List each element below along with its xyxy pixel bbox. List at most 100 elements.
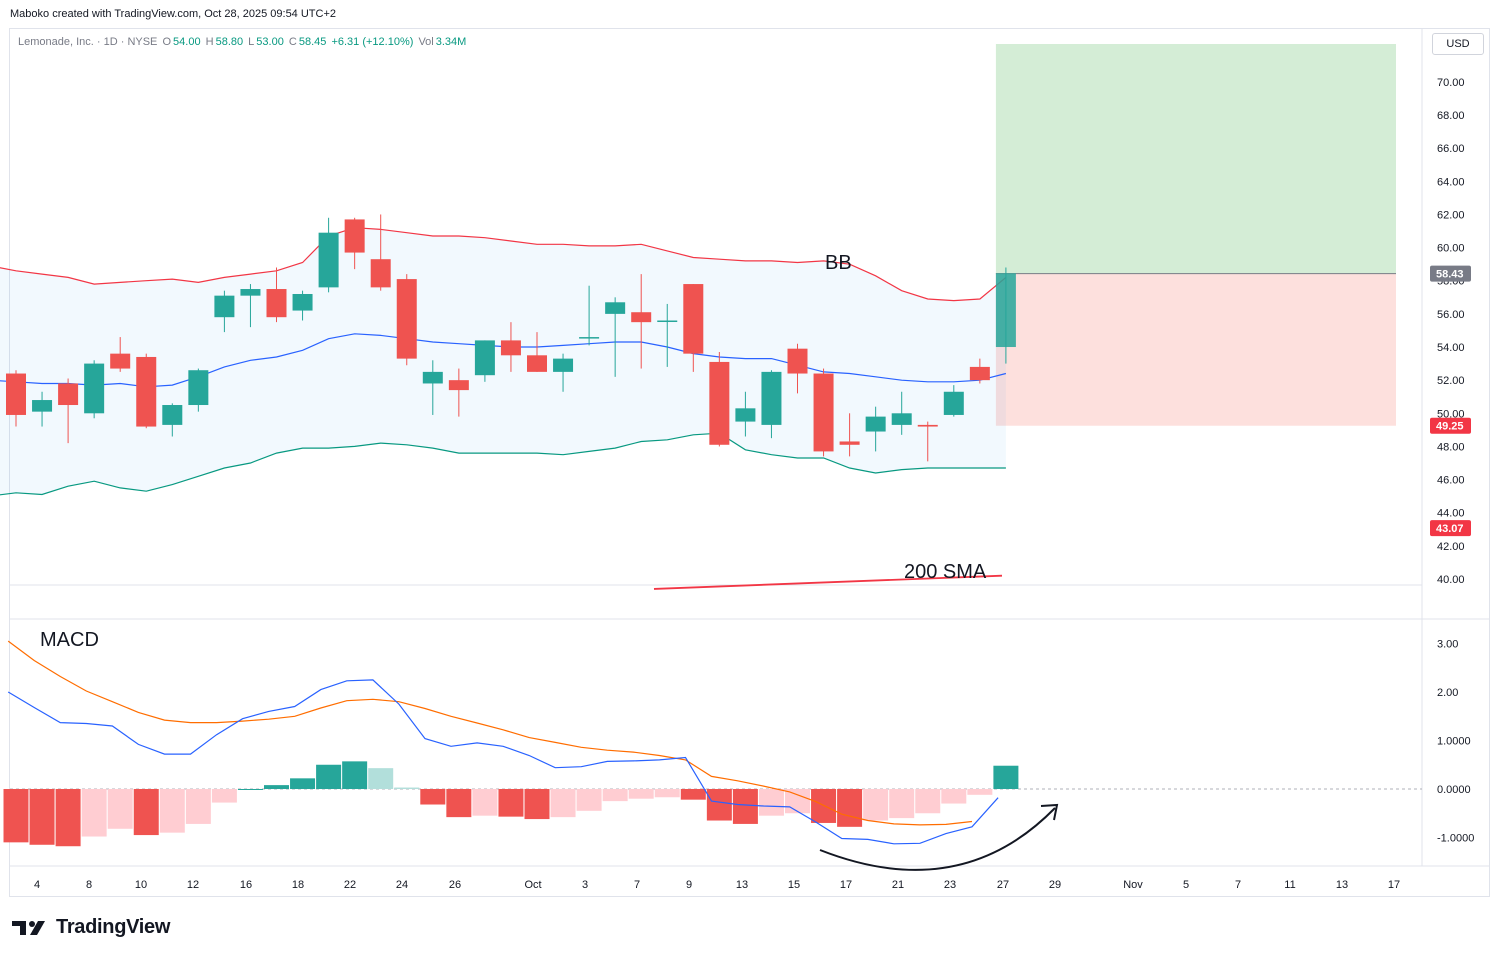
high-value: 58.80 xyxy=(215,36,244,48)
macd-tick-label: -1.0000 xyxy=(1437,833,1474,845)
macd-histogram-bar xyxy=(107,789,133,829)
candle-body xyxy=(500,340,521,356)
price-tick-label: 64.00 xyxy=(1437,176,1465,188)
macd-histogram-bar xyxy=(472,789,498,816)
price-label-text: 49.25 xyxy=(1436,421,1464,433)
time-tick-label: Oct xyxy=(524,879,541,891)
price-tick-label: 62.00 xyxy=(1437,209,1465,221)
candle-body xyxy=(813,373,834,452)
time-tick-label: 7 xyxy=(634,879,640,891)
macd-histogram-bar xyxy=(863,789,889,821)
macd-label: MACD xyxy=(40,629,99,651)
time-tick-label: 16 xyxy=(240,879,252,891)
time-tick-label: 12 xyxy=(187,879,199,891)
currency-button[interactable]: USD xyxy=(1432,33,1484,55)
time-tick-label: 8 xyxy=(86,879,92,891)
candle-body xyxy=(631,312,652,323)
tradingview-logo-icon xyxy=(12,920,45,935)
candle-body xyxy=(370,259,391,288)
candle-body xyxy=(266,289,287,318)
price-label-text: 58.43 xyxy=(1436,269,1464,281)
macd-tick-label: 0.0000 xyxy=(1437,784,1471,796)
macd-histogram-bar xyxy=(993,765,1019,789)
candle-body xyxy=(84,363,105,414)
candle-body xyxy=(761,371,782,425)
macd-histogram-bar xyxy=(290,778,316,789)
footer-brand-name: TradingView xyxy=(56,916,171,938)
time-tick-label: 23 xyxy=(944,879,956,891)
macd-histogram-bar xyxy=(368,768,394,789)
candle-body xyxy=(917,424,938,427)
macd-histogram-bar xyxy=(211,789,237,803)
macd-histogram-bar xyxy=(706,789,732,821)
time-tick-label: 13 xyxy=(736,879,748,891)
bollinger-lower-line xyxy=(0,432,1006,496)
price-tick-label: 50.00 xyxy=(1437,408,1465,420)
time-tick-label: 11 xyxy=(1284,879,1295,891)
candle-body xyxy=(995,273,1016,348)
time-tick-label: Nov xyxy=(1123,879,1143,891)
candle-body xyxy=(865,416,886,432)
candle-body xyxy=(6,373,26,415)
macd-line xyxy=(7,679,999,845)
candle-body xyxy=(318,232,339,288)
candle-body xyxy=(58,383,79,406)
time-tick-label: 7 xyxy=(1235,879,1241,891)
macd-histogram-bar xyxy=(133,789,159,836)
target-zone xyxy=(995,44,1396,274)
candle-body xyxy=(162,405,183,425)
low-value: 53.00 xyxy=(256,36,284,48)
footer-brand: TradingView xyxy=(12,916,170,939)
macd-histogram-bar xyxy=(3,789,29,843)
macd-histogram-bar xyxy=(498,789,524,817)
macd-tick-label: 3.00 xyxy=(1437,639,1458,651)
candle-body xyxy=(527,355,547,372)
symbol-name[interactable]: Lemonade, Inc. · 1D · NYSE xyxy=(18,36,158,48)
candle-body xyxy=(735,408,756,422)
bollinger-basis-line xyxy=(0,333,1007,388)
macd-histogram-bar xyxy=(446,789,472,818)
time-tick-label: 13 xyxy=(1336,879,1348,891)
candle-body xyxy=(839,441,860,445)
time-tick-label: 15 xyxy=(788,879,800,891)
candle-body xyxy=(709,361,730,445)
volume-label: Vol xyxy=(418,36,434,48)
candle-body xyxy=(136,356,157,427)
macd-histogram-bar xyxy=(55,789,81,847)
symbol-legend: Lemonade, Inc. · 1D · NYSE O 54.00 H 58.80… xyxy=(18,36,468,48)
macd-histogram-bar xyxy=(81,789,107,837)
macd-histogram-bar xyxy=(967,789,993,795)
time-tick-label: 9 xyxy=(686,879,692,891)
candle-body xyxy=(657,320,678,323)
chart-frame xyxy=(9,28,1490,897)
price-label-box xyxy=(1430,417,1471,434)
candle-body xyxy=(553,358,574,372)
macd-histogram-bar xyxy=(785,789,810,814)
candle-body xyxy=(969,366,990,381)
price-label-box xyxy=(1430,265,1471,282)
time-tick-label: 17 xyxy=(1388,879,1400,891)
candle-body xyxy=(579,337,600,339)
stop-zone xyxy=(995,273,1396,426)
price-tick-label: 68.00 xyxy=(1437,110,1465,122)
macd-histogram-bar xyxy=(680,789,706,800)
price-tick-label: 70.00 xyxy=(1437,77,1465,89)
macd-histogram-bar xyxy=(159,789,185,833)
candle-body xyxy=(292,293,313,311)
time-tick-label: 21 xyxy=(892,879,904,891)
price-tick-label: 48.00 xyxy=(1437,441,1465,453)
price-tick-label: 56.00 xyxy=(1437,309,1465,321)
macd-histogram-bar xyxy=(837,789,863,827)
low-label: L xyxy=(248,36,255,48)
macd-histogram-bar xyxy=(654,789,680,798)
candle-body xyxy=(683,284,704,354)
annotation-arrowhead xyxy=(1040,803,1059,821)
candle-body xyxy=(605,302,626,314)
sma200-line xyxy=(653,574,1003,590)
time-tick-label: 24 xyxy=(396,879,408,891)
macd-histogram-bar xyxy=(185,789,211,824)
change-value: +6.31 (+12.10%) xyxy=(331,36,414,48)
macd-histogram-bar xyxy=(524,789,550,820)
macd-tick-label: 1.0000 xyxy=(1437,736,1471,748)
